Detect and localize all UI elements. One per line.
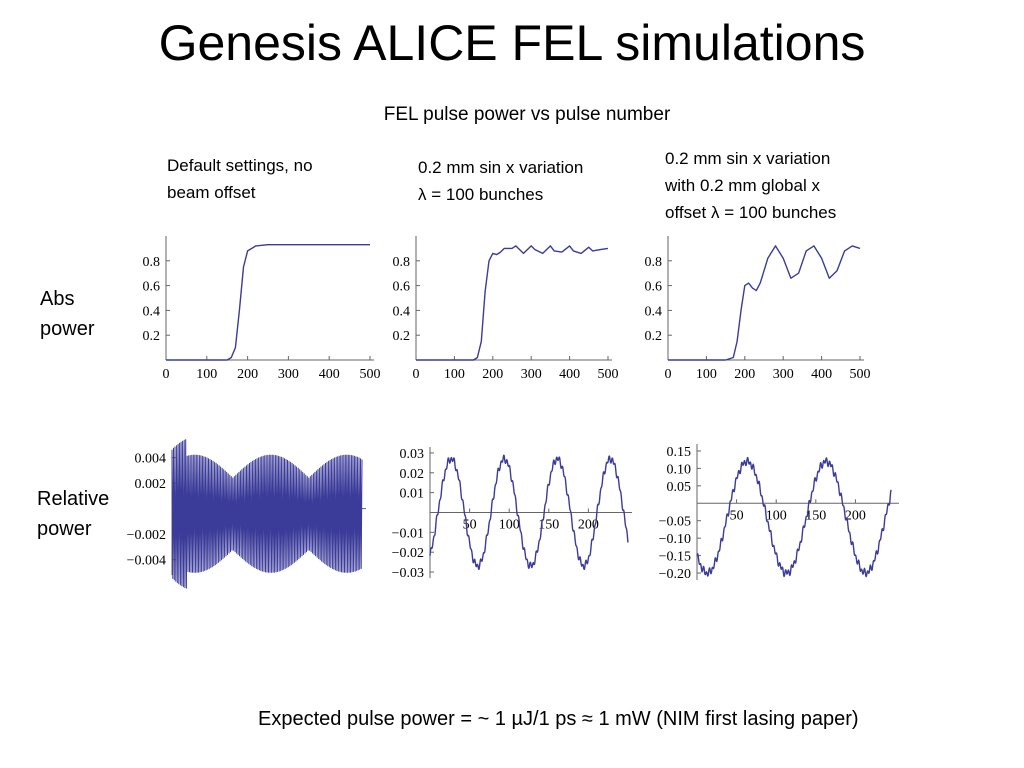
series-line <box>166 244 370 361</box>
row-label-abs-power: Abs power <box>40 284 94 344</box>
x-tick-label: 300 <box>521 367 542 382</box>
y-tick-label: 0.02 <box>400 467 425 482</box>
y-tick-label: −0.02 <box>392 546 424 561</box>
y-tick-label: 0.4 <box>393 304 411 319</box>
column-title-sin-offset: 0.2 mm sin x variation with 0.2 mm globa… <box>665 145 836 226</box>
footer-note: Expected pulse power = ~ 1 µJ/1 ps ≈ 1 m… <box>258 708 859 730</box>
row-label-relative-power: Relative power <box>37 484 109 544</box>
x-tick-label: 100 <box>499 518 520 533</box>
y-tick-label: 0.8 <box>393 255 411 270</box>
x-tick-label: 50 <box>730 508 744 523</box>
row-label-line: Abs <box>40 288 75 310</box>
x-tick-label: 0 <box>163 367 170 382</box>
y-tick-label: −0.05 <box>659 515 691 530</box>
x-tick-label: 200 <box>482 367 503 382</box>
y-tick-label: 0.6 <box>645 280 663 295</box>
row-label-line: power <box>40 318 95 340</box>
row-label-line: Relative <box>37 488 110 510</box>
column-title-line: with 0.2 mm global x <box>665 176 820 195</box>
column-title-line: beam offset <box>167 183 256 202</box>
y-tick-label: 0.004 <box>135 452 167 467</box>
x-tick-label: 200 <box>845 508 866 523</box>
y-tick-label: 0.2 <box>393 329 411 344</box>
y-tick-label: −0.10 <box>659 532 691 547</box>
y-tick-label: 0.6 <box>393 280 411 295</box>
y-tick-label: 0.4 <box>645 304 663 319</box>
x-tick-label: 100 <box>196 367 217 382</box>
y-tick-label: −0.03 <box>392 566 424 581</box>
y-tick-label: 0.01 <box>400 487 425 502</box>
x-tick-label: 100 <box>444 367 465 382</box>
x-tick-label: 500 <box>598 367 619 382</box>
column-title-line: 0.2 mm sin x variation <box>665 149 831 168</box>
y-tick-label: 0.03 <box>400 447 425 462</box>
series-line <box>429 454 629 570</box>
series-line <box>696 456 892 578</box>
slide-title: Genesis ALICE FEL simulations <box>158 15 866 71</box>
column-title-sin: 0.2 mm sin x variation λ = 100 bunches <box>418 154 583 208</box>
x-tick-label: 400 <box>811 367 832 382</box>
y-tick-label: 0.2 <box>143 329 161 344</box>
series-line <box>416 245 609 361</box>
x-tick-label: 400 <box>319 367 340 382</box>
column-title-line: Default settings, no <box>167 156 313 175</box>
column-title-line: 0.2 mm sin x variation <box>418 158 584 177</box>
x-tick-label: 150 <box>805 508 826 523</box>
x-tick-label: 500 <box>850 367 871 382</box>
column-title-line: offset λ = 100 bunches <box>665 203 837 222</box>
y-tick-label: 0.05 <box>667 480 692 495</box>
y-tick-label: −0.004 <box>127 554 166 569</box>
x-tick-label: 100 <box>766 508 787 523</box>
y-tick-label: 0.2 <box>645 329 663 344</box>
y-tick-label: 0.002 <box>135 477 167 492</box>
x-tick-label: 300 <box>773 367 794 382</box>
x-tick-label: 100 <box>696 367 717 382</box>
y-tick-label: 0.6 <box>143 280 161 295</box>
x-tick-label: 200 <box>734 367 755 382</box>
y-tick-label: −0.15 <box>659 550 691 565</box>
x-tick-label: 400 <box>559 367 580 382</box>
column-title-line: λ = 100 bunches <box>418 185 544 204</box>
y-tick-label: −0.002 <box>127 528 166 543</box>
column-title-default: Default settings, no beam offset <box>167 152 313 206</box>
x-tick-label: 200 <box>578 518 599 533</box>
x-tick-label: 300 <box>278 367 299 382</box>
y-tick-label: 0.10 <box>667 462 692 477</box>
x-tick-label: 0 <box>665 367 672 382</box>
x-tick-label: 0 <box>413 367 420 382</box>
slide-subtitle: FEL pulse power vs pulse number <box>383 104 671 125</box>
series-line <box>171 439 363 589</box>
x-tick-label: 200 <box>237 367 258 382</box>
y-tick-label: 0.8 <box>645 255 663 270</box>
y-tick-label: −0.01 <box>392 526 424 541</box>
series-line <box>668 245 861 361</box>
y-tick-label: −0.20 <box>659 567 691 582</box>
y-tick-label: 0.4 <box>143 304 161 319</box>
row-label-line: power <box>37 518 92 540</box>
y-tick-label: 0.15 <box>667 445 692 460</box>
x-tick-label: 500 <box>360 367 381 382</box>
y-tick-label: 0.8 <box>143 255 161 270</box>
x-tick-label: 150 <box>538 518 559 533</box>
